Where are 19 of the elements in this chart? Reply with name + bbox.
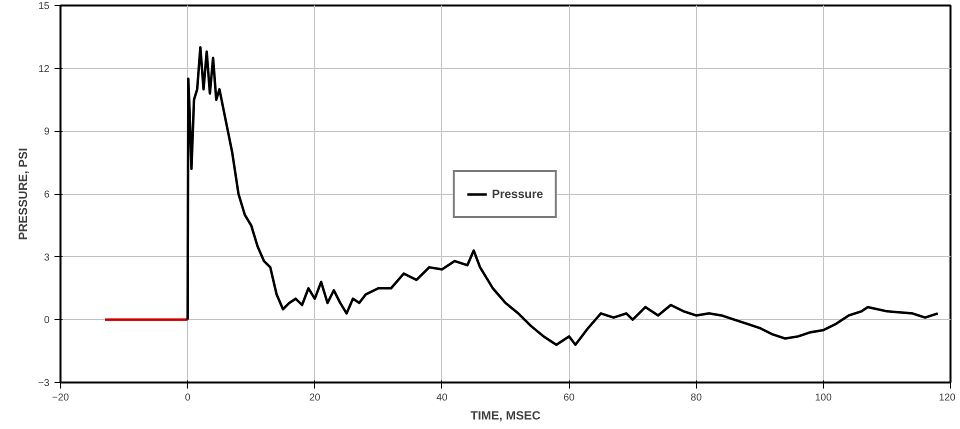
x-tick-label: 60: [564, 392, 576, 404]
y-tick-label: 12: [38, 64, 50, 75]
x-tick-label: −20: [52, 392, 70, 404]
x-tick-label: 80: [690, 392, 702, 404]
y-tick-label: 3: [44, 252, 50, 264]
y-tick-label: 0: [44, 315, 50, 326]
x-tick-label: 40: [436, 392, 448, 404]
legend-label: Pressure: [492, 186, 544, 200]
y-axis-title: PRESSURE, PSI: [16, 148, 30, 240]
y-tick-label: 15: [38, 1, 50, 12]
x-tick-label: 120: [938, 392, 956, 404]
x-tick-label: 0: [184, 392, 191, 404]
y-tick-label: 9: [44, 126, 50, 138]
y-tick-label: 6: [44, 190, 50, 200]
x-tick-label: 20: [309, 392, 321, 404]
x-axis-title: TIME, MSEC: [470, 408, 541, 422]
x-tick-label: 100: [815, 392, 832, 404]
y-tick-label: −3: [38, 378, 50, 389]
line-series: [186, 46, 940, 346]
